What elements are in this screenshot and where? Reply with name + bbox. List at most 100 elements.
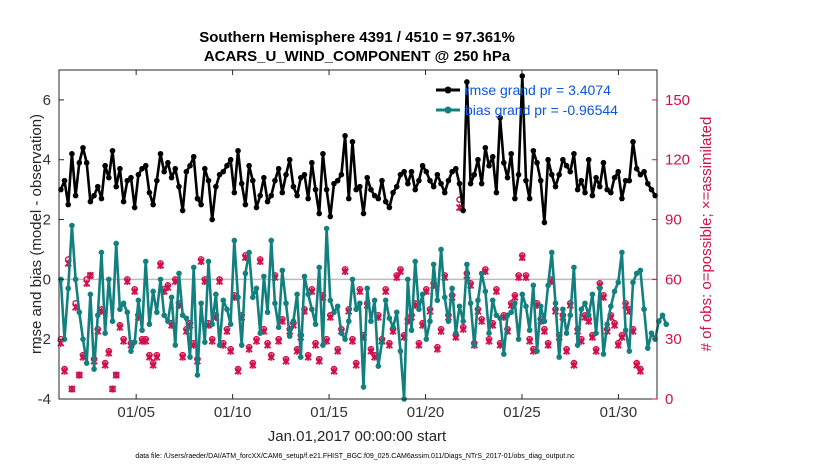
bias-point: [213, 291, 219, 298]
rmse-point: [600, 159, 607, 166]
bias-point: [364, 285, 371, 292]
obs-assimilated-point: [592, 347, 600, 355]
bias-point: [548, 249, 555, 256]
rmse-point: [401, 168, 407, 175]
rmse-point: [190, 153, 197, 160]
bias-point: [489, 297, 496, 304]
rmse-point: [501, 159, 507, 166]
bias-point: [305, 291, 311, 298]
y-right-tick-label: 90: [665, 212, 682, 229]
bias-point: [357, 300, 363, 307]
bias-point: [408, 327, 415, 334]
bias-point: [574, 342, 581, 348]
y-right-tick-label: 60: [665, 271, 682, 288]
bias-point: [294, 291, 300, 298]
legend-rmse-marker: [444, 86, 452, 94]
rmse-point: [227, 156, 234, 163]
rmse-point: [157, 150, 164, 157]
bias-point: [375, 363, 382, 369]
rmse-point: [486, 162, 492, 169]
obs-assimilated-point: [123, 277, 131, 285]
rmse-point: [552, 183, 559, 190]
obs-assimilated-point: [518, 253, 526, 262]
bias-point: [309, 306, 315, 313]
obs-assimilated-point: [179, 353, 187, 361]
rmse-point: [489, 153, 496, 160]
obs-assimilated-point: [197, 257, 205, 266]
rmse-point: [165, 159, 171, 166]
y-left-tick-label: 6: [43, 92, 51, 109]
obs-assimilated-point: [131, 287, 139, 295]
bias-point: [345, 318, 352, 325]
bias-point: [72, 276, 79, 283]
obs-assimilated-point: [227, 347, 235, 355]
rmse-point: [257, 192, 263, 199]
bias-point: [109, 318, 116, 325]
obs-assimilated-point: [274, 337, 283, 345]
bias-point: [154, 309, 160, 316]
bias-point: [512, 300, 518, 307]
bias-point: [475, 297, 481, 304]
bias-point: [268, 237, 275, 244]
obs-assimilated-point: [341, 267, 349, 276]
rmse-point: [619, 195, 625, 202]
obs-assimilated-point: [352, 361, 360, 369]
rmse-point: [91, 192, 97, 199]
rmse-point: [589, 192, 596, 199]
rmse-point: [545, 156, 551, 163]
obs-assimilated-point: [149, 361, 157, 369]
rmse-point: [94, 183, 101, 190]
rmse-point: [327, 213, 334, 220]
bias-point: [275, 324, 282, 331]
bias-point: [238, 342, 245, 348]
obs-assimilated-point: [544, 341, 552, 349]
obs-assimilated-point: [119, 337, 128, 345]
rmse-point: [117, 165, 123, 172]
bias-point: [338, 330, 345, 337]
obs-assimilated-point: [636, 367, 645, 375]
bias-point: [150, 288, 156, 295]
rmse-point: [497, 115, 503, 121]
obs-assimilated-point: [585, 317, 593, 325]
bias-point: [416, 306, 422, 313]
rmse-point: [423, 168, 430, 175]
rmse-point: [548, 171, 555, 178]
rmse-point: [493, 189, 500, 196]
rmse-point: [264, 198, 271, 205]
bias-point: [589, 291, 596, 298]
rmse-point: [323, 186, 330, 193]
bias-point: [619, 249, 625, 256]
bias-point: [320, 342, 326, 348]
obs-assimilated-point: [75, 371, 83, 379]
rmse-point: [72, 192, 79, 199]
rmse-point: [268, 192, 275, 199]
rmse-point: [202, 165, 208, 172]
rmse-point: [608, 189, 614, 196]
bias-point: [438, 246, 444, 253]
bias-point: [427, 318, 433, 325]
rmse-point: [416, 177, 422, 184]
bias-point: [541, 318, 548, 325]
rmse-point: [430, 183, 437, 190]
rmse-point: [338, 171, 345, 178]
rmse-point: [61, 177, 68, 184]
rmse-point: [194, 195, 201, 202]
obs-assimilated-point: [156, 261, 165, 270]
rmse-point: [235, 147, 241, 154]
legend: rmse grand pr = 3.4074 bias grand pr = -…: [436, 82, 618, 118]
obs-assimilated-point: [511, 293, 519, 301]
bias-point: [249, 294, 256, 301]
x-tick-label: 01/15: [310, 404, 348, 421]
bias-point: [467, 300, 474, 307]
rmse-point: [231, 189, 238, 196]
bias-point: [560, 306, 566, 313]
bias-point: [593, 330, 599, 337]
rmse-point: [320, 150, 326, 157]
bias-point: [478, 270, 485, 277]
bias-point: [146, 321, 153, 328]
obs-assimilated-point: [164, 283, 172, 291]
rmse-point: [253, 204, 260, 211]
rmse-point: [301, 171, 308, 178]
rmse-point: [467, 180, 474, 187]
bias-point: [87, 291, 94, 298]
